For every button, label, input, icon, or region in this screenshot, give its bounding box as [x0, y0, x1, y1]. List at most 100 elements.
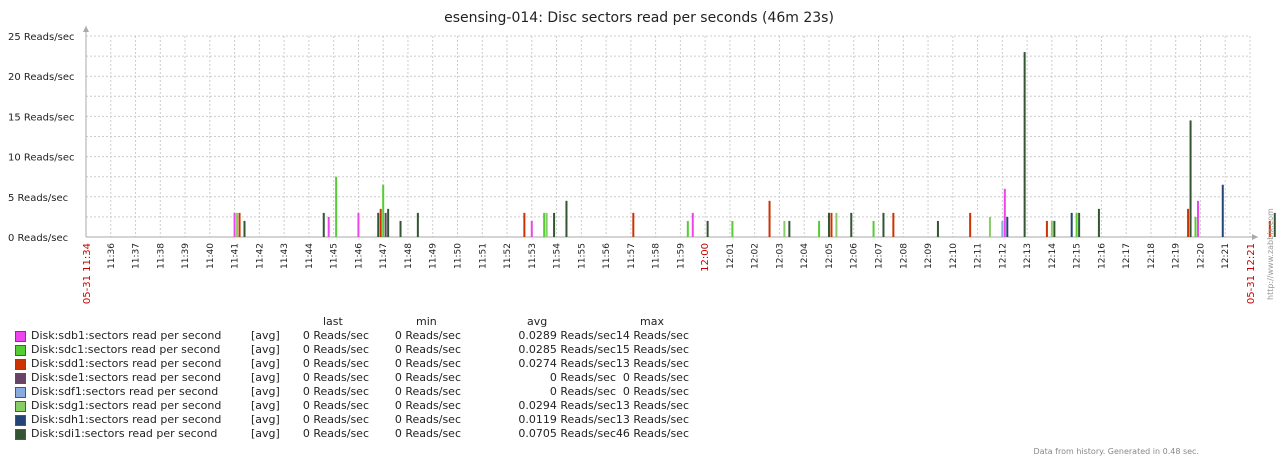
x-tick-label: 11:45: [330, 243, 340, 269]
x-tick-label: 11:57: [627, 243, 637, 269]
legend-avg-value: 0.0705 Reads/sec: [518, 427, 616, 440]
bar-mark: [872, 220, 875, 237]
legend-series-name: Disk:sdi1:sectors read per second: [31, 427, 218, 440]
y-tick-label: 15 Reads/sec: [8, 112, 74, 123]
bar-mark: [850, 212, 853, 237]
bar-mark: [1050, 220, 1053, 237]
x-tick-label: 12:04: [800, 243, 810, 269]
x-tick-label: 12:15: [1073, 243, 1083, 269]
legend-series-name: Disk:sdf1:sectors read per second: [31, 385, 219, 398]
legend-series-name: Disk:sdh1:sectors read per second: [31, 413, 222, 426]
bar-mark: [243, 220, 246, 237]
bar-mark: [1023, 52, 1026, 237]
legend-last-value: 0 Reads/sec: [302, 427, 369, 440]
legend-row: Disk:sdc1:sectors read per second [avg] 0 …: [15, 343, 715, 357]
legend-series-name: Disk:sdd1:sectors read per second: [31, 357, 222, 370]
bar-mark: [988, 216, 991, 237]
legend-row: Disk:sdb1:sectors read per second [avg] 0 …: [15, 329, 715, 343]
legend-series-name: Disk:sdg1:sectors read per second: [31, 399, 222, 412]
x-tick-label: 11:51: [478, 243, 488, 269]
bar-mark: [1221, 184, 1224, 237]
legend-swatch: [15, 331, 26, 342]
bar-mark: [416, 212, 419, 237]
x-tick-label: 11:38: [156, 243, 166, 269]
legend-max-value: 15 Reads/sec: [615, 343, 689, 356]
x-tick-label: 11:42: [255, 243, 265, 269]
bar-mark: [545, 212, 548, 237]
legend-swatch: [15, 429, 26, 440]
bar-mark: [818, 220, 821, 237]
x-tick-label: 11:43: [280, 243, 290, 269]
legend-max-value: 14 Reads/sec: [615, 329, 689, 342]
legend-header-last: last: [323, 315, 343, 328]
bar-mark: [523, 212, 526, 237]
legend-min-value: 0 Reads/sec: [394, 399, 461, 412]
bar-mark: [686, 220, 689, 237]
bar-mark: [788, 220, 791, 237]
bar-mark: [387, 208, 390, 237]
legend-min-value: 0 Reads/sec: [394, 385, 461, 398]
x-tick-label: 11:47: [379, 243, 389, 269]
x-tick-label: 11:39: [181, 243, 191, 269]
legend-func: [avg]: [251, 385, 280, 398]
legend-last-value: 0 Reads/sec: [302, 357, 369, 370]
bar-mark: [238, 212, 241, 237]
legend-swatch: [15, 401, 26, 412]
x-tick-label: 12:21: [1221, 243, 1231, 269]
legend-func: [avg]: [251, 343, 280, 356]
legend-avg-value: 0.0274 Reads/sec: [518, 357, 616, 370]
y-tick-label: 0 Reads/sec: [8, 233, 68, 244]
bar-mark: [1097, 208, 1100, 237]
bar-mark: [1268, 220, 1271, 237]
legend-func: [avg]: [251, 329, 280, 342]
x-tick-label: 11:46: [354, 243, 364, 269]
x-tick-label: 12:00: [700, 243, 711, 272]
bar-mark: [882, 212, 885, 237]
bar-mark: [1045, 220, 1048, 237]
bar-mark: [632, 212, 635, 237]
x-tick-label: 12:13: [1023, 243, 1033, 269]
x-tick-label: 11:41: [231, 243, 241, 269]
bar-mark: [543, 212, 546, 237]
x-tick-label: 11:44: [305, 243, 315, 269]
bar-mark: [327, 216, 330, 237]
legend-max-value: 46 Reads/sec: [615, 427, 689, 440]
bar-mark: [377, 212, 380, 237]
x-tick-label: 11:54: [553, 243, 563, 269]
x-tick-label: 11:59: [676, 243, 686, 269]
legend-min-value: 0 Reads/sec: [394, 413, 461, 426]
bar-mark: [1006, 216, 1009, 237]
bar-mark: [768, 200, 771, 237]
bar-mark: [1001, 220, 1004, 237]
x-tick-label: 11:52: [503, 243, 513, 269]
x-tick-label: 12:10: [949, 243, 959, 269]
legend-row: Disk:sdi1:sectors read per second [avg] 0 …: [15, 427, 715, 441]
legend-min-value: 0 Reads/sec: [394, 329, 461, 342]
x-tick-label: 11:53: [528, 243, 538, 269]
bar-mark: [731, 220, 734, 237]
x-tick-label: 11:50: [453, 243, 463, 269]
legend-swatch: [15, 373, 26, 384]
legend-func: [avg]: [251, 357, 280, 370]
legend-last-value: 0 Reads/sec: [302, 371, 369, 384]
legend-row: Disk:sdd1:sectors read per second [avg] 0 …: [15, 357, 715, 371]
legend-max-value: 0 Reads/sec: [622, 371, 689, 384]
bar-mark: [1187, 208, 1190, 237]
legend-last-value: 0 Reads/sec: [302, 385, 369, 398]
bar-mark: [827, 212, 830, 237]
x-tick-label: 11:37: [132, 243, 142, 269]
y-tick-label: 20 Reads/sec: [8, 72, 74, 83]
bar-mark: [335, 176, 338, 237]
legend-row: Disk:sdg1:sectors read per second [avg] 0 …: [15, 399, 715, 413]
y-axis-arrow: [83, 26, 89, 32]
legend-series-name: Disk:sdb1:sectors read per second: [31, 329, 222, 342]
legend-swatch: [15, 345, 26, 356]
x-tick-label: 11:36: [107, 243, 117, 269]
bar-mark: [1189, 120, 1192, 237]
bar-mark: [706, 220, 709, 237]
legend-func: [avg]: [251, 413, 280, 426]
x-tick-label: 12:17: [1122, 243, 1132, 269]
legend-min-value: 0 Reads/sec: [394, 343, 461, 356]
x-tick-label: 12:09: [924, 243, 934, 269]
bar-mark: [835, 212, 838, 237]
